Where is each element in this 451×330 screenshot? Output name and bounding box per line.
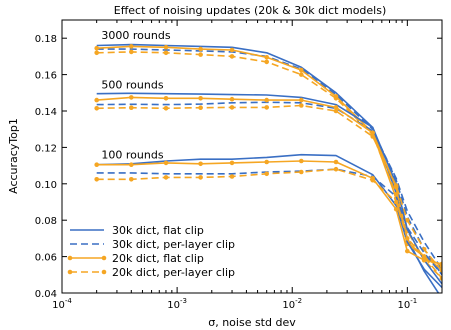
- data-point: [229, 160, 235, 166]
- data-point: [393, 207, 399, 212]
- data-point: [229, 105, 235, 110]
- data-point: [333, 166, 339, 172]
- data-point: [198, 52, 203, 57]
- x-tick-exponent: -3: [180, 297, 187, 305]
- data-point: [439, 276, 442, 281]
- data-point: [370, 134, 376, 139]
- data-point: [229, 174, 235, 179]
- group-label: 3000 rounds: [101, 29, 170, 42]
- plot-area: 3000 rounds 500 rounds 100 rounds: [94, 29, 442, 293]
- x-tick-exponent: -1: [410, 297, 417, 305]
- data-point: [129, 95, 134, 100]
- data-point: [439, 261, 442, 267]
- data-point: [333, 105, 339, 110]
- series-group: [94, 43, 442, 293]
- data-point: [264, 97, 270, 103]
- data-point: [163, 160, 169, 166]
- legend-marker: [67, 269, 73, 275]
- data-point: [264, 171, 270, 177]
- legend-marker: [101, 269, 107, 275]
- data-point: [299, 72, 304, 77]
- data-point: [94, 177, 99, 182]
- x-tick-label: 10-2: [282, 297, 302, 311]
- y-axis-label: AccuracyTop1: [7, 118, 20, 194]
- data-point: [393, 199, 399, 205]
- legend-marker: [67, 255, 73, 261]
- data-point: [129, 162, 134, 167]
- data-point: [370, 177, 376, 183]
- legend-marker: [101, 255, 107, 261]
- data-point: [163, 106, 169, 111]
- data-point: [129, 177, 134, 182]
- data-point: [264, 159, 270, 165]
- data-point: [333, 96, 339, 101]
- legend-label: 30k dict, flat clip: [112, 224, 204, 237]
- x-tick-label: 10-4: [52, 297, 72, 311]
- y-tick-label: 0.04: [35, 289, 57, 300]
- data-point: [94, 97, 99, 103]
- legend-label: 30k dict, per-layer clip: [112, 238, 235, 251]
- y-tick-label: 0.06: [35, 253, 57, 264]
- y-tick-label: 0.16: [35, 71, 57, 82]
- data-point: [163, 45, 169, 50]
- data-point: [94, 45, 99, 51]
- x-tick-exponent: -2: [295, 297, 302, 305]
- legend-label: 20k dict, flat clip: [112, 252, 204, 265]
- data-point: [163, 50, 169, 56]
- data-point: [129, 44, 134, 49]
- data-point: [421, 254, 427, 259]
- data-point: [198, 175, 203, 180]
- series-line: [96, 92, 442, 285]
- data-point: [198, 96, 203, 101]
- y-tick-label: 0.08: [35, 216, 57, 227]
- x-axis-label: σ, noise std dev: [208, 316, 296, 329]
- group-label: 500 rounds: [101, 78, 163, 91]
- data-point: [129, 105, 134, 110]
- data-point: [229, 47, 235, 53]
- data-point: [198, 105, 203, 110]
- series-line: [96, 101, 442, 270]
- data-point: [333, 159, 339, 165]
- y-tick-label: 0.10: [35, 180, 57, 191]
- data-point: [229, 96, 235, 102]
- data-point: [264, 59, 270, 65]
- data-point: [405, 248, 410, 254]
- y-tick-label: 0.12: [35, 143, 57, 154]
- axes: 0.04 0.06 0.08 0.10 0.12 0.14 0.16 0.18 10-4 10-3…: [35, 20, 443, 311]
- data-point: [370, 130, 376, 136]
- data-point: [198, 161, 203, 167]
- data-point: [94, 106, 99, 111]
- data-point: [198, 46, 203, 52]
- data-point: [299, 103, 304, 108]
- x-tick-label: 10-1: [397, 297, 417, 311]
- data-point: [405, 217, 410, 223]
- y-tick-label: 0.18: [35, 34, 57, 45]
- data-point: [163, 175, 169, 180]
- series-line: [96, 48, 442, 276]
- plot-frame: [61, 19, 443, 294]
- y-tick-label: 0.14: [35, 107, 57, 118]
- data-point: [229, 54, 235, 59]
- x-tick-label: 10-3: [167, 297, 187, 311]
- group-label: 100 rounds: [101, 148, 163, 161]
- data-point: [264, 55, 270, 60]
- data-point: [299, 97, 304, 103]
- data-point: [333, 108, 339, 114]
- data-point: [264, 105, 270, 110]
- chart-title: Effect of noising updates (20k & 30k dic…: [114, 4, 387, 17]
- legend-label: 20k dict, per-layer clip: [112, 266, 235, 279]
- data-point: [299, 158, 304, 164]
- data-point: [94, 50, 99, 56]
- data-point: [163, 96, 169, 101]
- data-point: [405, 236, 410, 241]
- data-point: [94, 162, 99, 167]
- data-point: [129, 49, 134, 55]
- data-point: [299, 67, 304, 73]
- data-point: [299, 169, 304, 175]
- data-point: [393, 183, 399, 188]
- x-tick-exponent: -4: [65, 297, 73, 305]
